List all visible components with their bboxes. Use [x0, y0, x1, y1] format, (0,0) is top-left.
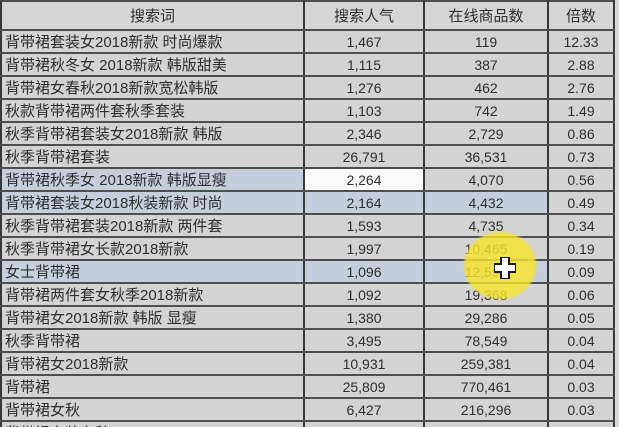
table-row: 秋季背带裙套装 26,791 36,531 0.73: [0, 144, 615, 169]
cell-online-products[interactable]: 19,368: [423, 282, 549, 307]
cell-ratio[interactable]: 0.06: [547, 282, 615, 307]
cell-ratio[interactable]: 0.86: [547, 121, 615, 146]
cell-search-popularity[interactable]: 6,427: [303, 397, 425, 422]
cell-online-products[interactable]: 89,071: [423, 420, 549, 427]
cell-online-products[interactable]: 216,296: [423, 397, 549, 422]
cell-search-term[interactable]: 背带裙套装女2018新款 时尚爆款: [0, 29, 305, 54]
cell-search-popularity[interactable]: 1,930: [303, 420, 425, 427]
cell-ratio[interactable]: 0.34: [547, 213, 615, 238]
cell-search-popularity[interactable]: 1,593: [303, 213, 425, 238]
table-row: 秋季背带裙套装女2018新款 韩版 2,346 2,729 0.86: [0, 121, 615, 146]
table-row: 背带裙女2018新款 10,931 259,381 0.04: [0, 351, 615, 376]
cell-search-popularity[interactable]: 2,264: [303, 167, 425, 192]
cell-ratio[interactable]: 0.73: [547, 144, 615, 169]
column-header-search-popularity[interactable]: 搜索人气: [303, 0, 425, 31]
cell-search-term[interactable]: 背带裙秋季女 2018新款 韩版显瘦: [0, 167, 305, 192]
cell-search-term[interactable]: 背带裙女秋: [0, 397, 305, 422]
cell-online-products[interactable]: 4,735: [423, 213, 549, 238]
cell-search-term[interactable]: 秋季背带裙套装女2018新款 韩版: [0, 121, 305, 146]
table-row: 女士背带裙 1,096 12,595 0.09: [0, 259, 615, 284]
cell-search-popularity[interactable]: 1,380: [303, 305, 425, 330]
cell-ratio[interactable]: 0.02: [547, 420, 615, 427]
cell-online-products[interactable]: 462: [423, 75, 549, 100]
cell-ratio[interactable]: 0.56: [547, 167, 615, 192]
cell-ratio[interactable]: 0.09: [547, 259, 615, 284]
cell-online-products[interactable]: 742: [423, 98, 549, 123]
column-header-online-products[interactable]: 在线商品数: [423, 0, 549, 31]
cell-search-term[interactable]: 背带裙两件套女秋季2018新款: [0, 282, 305, 307]
cell-online-products[interactable]: 4,432: [423, 190, 549, 215]
cell-search-term[interactable]: 背带裙: [0, 374, 305, 399]
cell-ratio[interactable]: 1.49: [547, 98, 615, 123]
cell-search-term[interactable]: 女士背带裙: [0, 259, 305, 284]
header-row: 搜索词 搜索人气 在线商品数 倍数: [0, 0, 615, 31]
cell-search-term[interactable]: 背带裙套装女2018秋装新款 时尚: [0, 190, 305, 215]
column-header-ratio[interactable]: 倍数: [547, 0, 615, 31]
table-row: 背带裙女秋 6,427 216,296 0.03: [0, 397, 615, 422]
cell-search-popularity[interactable]: 1,276: [303, 75, 425, 100]
cell-ratio[interactable]: 12.33: [547, 29, 615, 54]
cell-search-term[interactable]: 秋款背带裙两件套秋季套装: [0, 98, 305, 123]
cell-ratio[interactable]: 0.04: [547, 351, 615, 376]
table-row: 背带裙套装女秋1,93089,0710.02: [0, 420, 615, 427]
cell-online-products[interactable]: 119: [423, 29, 549, 54]
cell-search-popularity[interactable]: 2,346: [303, 121, 425, 146]
table-row: 背带裙两件套女秋季2018新款 1,092 19,368 0.06: [0, 282, 615, 307]
cell-search-term[interactable]: 秋季背带裙套装: [0, 144, 305, 169]
table-row: 秋季背带裙女长款2018新款 1,997 10,465 0.19: [0, 236, 615, 261]
cell-search-term[interactable]: 背带裙女2018新款 韩版 显瘦: [0, 305, 305, 330]
cell-search-term[interactable]: 秋季背带裙: [0, 328, 305, 353]
cell-ratio[interactable]: 0.04: [547, 328, 615, 353]
cell-online-products[interactable]: 259,381: [423, 351, 549, 376]
column-header-search-term[interactable]: 搜索词: [0, 0, 305, 31]
table-row: 背带裙女2018新款 韩版 显瘦 1,380 29,286 0.05: [0, 305, 615, 330]
table-row: 秋季背带裙 3,495 78,549 0.04: [0, 328, 615, 353]
cell-search-popularity[interactable]: 1,997: [303, 236, 425, 261]
cell-search-term[interactable]: 秋季背带裙套装2018新款 两件套: [0, 213, 305, 238]
cell-ratio[interactable]: 0.05: [547, 305, 615, 330]
cell-search-popularity[interactable]: 25,809: [303, 374, 425, 399]
cell-online-products[interactable]: 10,465: [423, 236, 549, 261]
cell-ratio[interactable]: 0.03: [547, 397, 615, 422]
cell-search-popularity[interactable]: 10,931: [303, 351, 425, 376]
table-row: 秋款背带裙两件套秋季套装 1,103 742 1.49: [0, 98, 615, 123]
cell-search-popularity[interactable]: 1,096: [303, 259, 425, 284]
table-row: 背带裙套装女2018秋装新款 时尚 2,164 4,432 0.49: [0, 190, 615, 215]
cell-ratio[interactable]: 0.49: [547, 190, 615, 215]
cell-online-products[interactable]: 78,549: [423, 328, 549, 353]
cell-search-popularity[interactable]: 1,467: [303, 29, 425, 54]
cell-online-products[interactable]: 770,461: [423, 374, 549, 399]
table-row: 背带裙女春秋2018新款宽松韩版 1,276 462 2.76: [0, 75, 615, 100]
cell-online-products[interactable]: 29,286: [423, 305, 549, 330]
cell-search-term[interactable]: 背带裙套装女秋: [0, 420, 305, 427]
cell-search-term[interactable]: 背带裙女2018新款: [0, 351, 305, 376]
cell-online-products[interactable]: 12,595: [423, 259, 549, 284]
cell-ratio[interactable]: 0.03: [547, 374, 615, 399]
table-row: 背带裙套装女2018新款 时尚爆款 1,467 119 12.33: [0, 29, 615, 54]
table-row: 秋季背带裙套装2018新款 两件套 1,593 4,735 0.34: [0, 213, 615, 238]
cell-search-popularity[interactable]: 3,495: [303, 328, 425, 353]
cell-ratio[interactable]: 0.19: [547, 236, 615, 261]
cell-online-products[interactable]: 4,070: [423, 167, 549, 192]
cell-search-popularity[interactable]: 1,115: [303, 52, 425, 77]
cell-search-term[interactable]: 背带裙女春秋2018新款宽松韩版: [0, 75, 305, 100]
cell-search-term[interactable]: 秋季背带裙女长款2018新款: [0, 236, 305, 261]
table-row: 背带裙 25,809 770,461 0.03: [0, 374, 615, 399]
cell-search-popularity[interactable]: 1,092: [303, 282, 425, 307]
cell-online-products[interactable]: 2,729: [423, 121, 549, 146]
cell-online-products[interactable]: 36,531: [423, 144, 549, 169]
cell-ratio[interactable]: 2.76: [547, 75, 615, 100]
cell-search-term[interactable]: 背带裙秋冬女 2018新款 韩版甜美: [0, 52, 305, 77]
cell-search-popularity[interactable]: 2,164: [303, 190, 425, 215]
cell-online-products[interactable]: 387: [423, 52, 549, 77]
table-row: 背带裙秋季女 2018新款 韩版显瘦 2,264 4,070 0.56: [0, 167, 615, 192]
cell-ratio[interactable]: 2.88: [547, 52, 615, 77]
cell-search-popularity[interactable]: 1,103: [303, 98, 425, 123]
table-row: 背带裙秋冬女 2018新款 韩版甜美 1,115 387 2.88: [0, 52, 615, 77]
cell-search-popularity[interactable]: 26,791: [303, 144, 425, 169]
